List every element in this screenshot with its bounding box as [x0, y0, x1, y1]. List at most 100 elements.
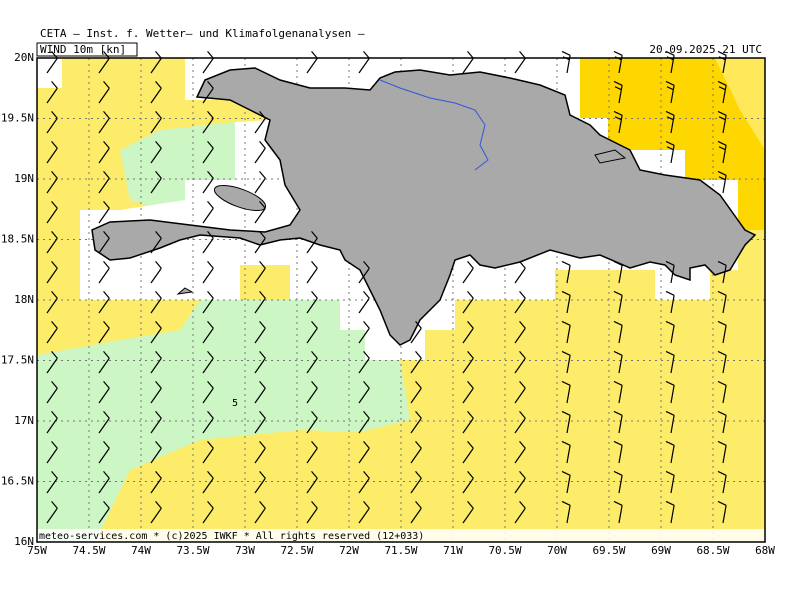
wind-barb-feather: [717, 260, 727, 266]
wind-barb-feather: [51, 470, 58, 479]
wind-barb: [462, 357, 474, 374]
wind-barb: [202, 297, 214, 314]
wind-barb: [98, 147, 110, 164]
wind-barb: [358, 507, 370, 524]
wind-barb-feather: [51, 500, 58, 509]
wind-barb: [46, 357, 58, 374]
wind-barb: [670, 445, 675, 464]
wind-barb-feather: [613, 80, 623, 86]
wind-barb-feather: [155, 230, 162, 239]
wind-barb-feather: [51, 260, 58, 269]
wind-barb-feather: [467, 410, 474, 419]
wind-barb-feather: [717, 320, 727, 326]
wind-barb-feather: [311, 260, 318, 269]
wind-barb-feather: [717, 140, 727, 146]
wind-barb: [670, 505, 675, 524]
wind-barb-feather: [467, 320, 474, 329]
wind-barb-feather: [718, 116, 726, 121]
wind-barb: [98, 57, 110, 74]
wind-barb: [462, 447, 474, 464]
wind-barb: [722, 415, 727, 434]
wind-barb-feather: [666, 146, 674, 151]
wind-barb: [618, 325, 623, 344]
wind-barb-feather: [155, 470, 162, 479]
wind-barb: [46, 267, 58, 284]
wind-barb: [618, 385, 623, 404]
wind-barb-feather: [467, 380, 474, 389]
wind-barb-feather: [207, 500, 214, 509]
wind-barb: [722, 115, 727, 134]
wind-barb-feather: [519, 410, 526, 419]
wind-barb: [202, 57, 214, 74]
lat-label: 19N: [14, 172, 34, 185]
wind-barb: [150, 507, 162, 524]
wind-barb-feather: [467, 50, 474, 59]
wind-barb: [46, 297, 58, 314]
wind-barb: [358, 417, 370, 434]
wind-barb: [514, 387, 526, 404]
wind-barb: [514, 327, 526, 344]
wind-barb: [98, 297, 110, 314]
wind-barb-feather: [51, 110, 58, 119]
wind-barb-feather: [717, 50, 727, 56]
wind-barb: [254, 207, 266, 224]
wind-barb-feather: [259, 380, 266, 389]
wind-barb-feather: [103, 140, 110, 149]
wind-barb-feather: [665, 110, 675, 116]
wind-barb: [566, 475, 571, 494]
wind-barb: [46, 207, 58, 224]
wind-barb-feather: [717, 500, 727, 506]
lat-label: 17N: [14, 414, 34, 427]
wind-barb-feather: [467, 350, 474, 359]
wind-barb-feather: [103, 350, 110, 359]
wind-barb: [46, 387, 58, 404]
mask: [37, 58, 62, 88]
wind-barb-feather: [561, 380, 571, 386]
wind-barb-feather: [467, 470, 474, 479]
wind-barb-feather: [665, 290, 675, 296]
wind-barb-feather: [561, 50, 571, 56]
wind-barb: [566, 295, 571, 314]
lat-label: 18N: [14, 293, 34, 306]
wind-barb: [670, 295, 675, 314]
wind-barb: [306, 507, 318, 524]
wind-barb-feather: [51, 170, 58, 179]
wind-barb: [462, 327, 474, 344]
lon-label: 75W: [27, 544, 47, 557]
lon-label: 70.5W: [488, 544, 521, 557]
wind-barb-feather: [519, 470, 526, 479]
wind-barb: [722, 385, 727, 404]
wind-barb: [202, 447, 214, 464]
lon-label: 73.5W: [176, 544, 209, 557]
wind-barb-feather: [155, 170, 162, 179]
wind-barb-feather: [207, 350, 214, 359]
wind-barb: [514, 267, 526, 284]
wind-barb-feather: [519, 320, 526, 329]
wind-barb-feather: [613, 440, 623, 446]
wind-barb-feather: [665, 320, 675, 326]
wind-barb-feather: [613, 260, 623, 266]
wind-barb: [254, 177, 266, 194]
lon-label: 72W: [339, 544, 359, 557]
wind-barb-feather: [613, 410, 623, 416]
wind-barb: [306, 57, 318, 74]
island: [213, 184, 267, 212]
wind-barb-feather: [103, 170, 110, 179]
wind-barb-feather: [155, 440, 162, 449]
lat-label: 19.5N: [1, 112, 34, 125]
wind-barb-feather: [363, 440, 370, 449]
wind-barb-feather: [51, 140, 58, 149]
wind-barb: [46, 327, 58, 344]
valid-time: 20.09.2025 21 UTC: [649, 43, 762, 56]
wind-barb: [254, 297, 266, 314]
wind-barb-feather: [103, 380, 110, 389]
wind-barb: [358, 357, 370, 374]
wind-barb-feather: [467, 260, 474, 269]
wind-barb-feather: [155, 380, 162, 389]
wind-barb: [254, 477, 266, 494]
wind-barb: [202, 87, 214, 104]
wind-barb: [254, 447, 266, 464]
wind-barb: [618, 475, 623, 494]
wind-barb: [202, 507, 214, 524]
wind-barb-feather: [665, 440, 675, 446]
